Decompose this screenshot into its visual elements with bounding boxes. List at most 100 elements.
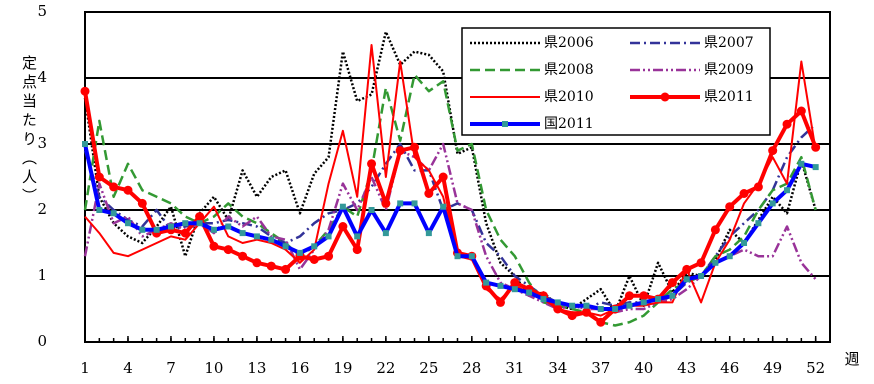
point-marker	[725, 202, 735, 212]
point-marker	[225, 223, 232, 230]
point-marker	[526, 289, 533, 296]
point-marker	[639, 291, 649, 301]
point-marker	[581, 307, 591, 317]
point-marker	[468, 253, 475, 260]
legend-label: 県2010	[544, 89, 594, 105]
point-marker	[553, 304, 563, 314]
point-marker	[497, 282, 504, 289]
point-marker	[683, 276, 690, 283]
point-marker	[167, 223, 174, 230]
point-marker	[395, 146, 405, 156]
point-marker	[196, 220, 203, 227]
point-marker	[139, 226, 146, 233]
point-marker	[82, 141, 88, 147]
point-marker	[811, 142, 821, 152]
point-marker	[137, 198, 147, 208]
point-marker	[381, 198, 391, 208]
point-marker	[554, 299, 561, 306]
point-marker	[495, 297, 505, 307]
point-marker	[96, 207, 103, 213]
legend-box	[461, 27, 771, 136]
x-tick-label: 37	[591, 359, 610, 377]
point-marker	[354, 233, 361, 240]
x-tick-label: 16	[290, 359, 309, 377]
point-marker	[741, 240, 748, 246]
series-line	[83, 143, 817, 311]
point-marker	[338, 222, 348, 231]
point-marker	[311, 243, 318, 250]
point-marker	[626, 302, 633, 309]
x-tick-label: 25	[419, 359, 438, 377]
y-tick-label: 2	[37, 200, 47, 218]
point-marker	[540, 296, 547, 303]
x-tick-label: 43	[677, 359, 696, 377]
x-tick-label: 10	[204, 359, 223, 377]
x-tick-label: 22	[376, 359, 395, 377]
y-tick-label: 0	[37, 332, 47, 350]
legend-label: 県2006	[544, 35, 594, 51]
x-tick-label: 46	[720, 359, 739, 377]
point-marker	[124, 220, 131, 227]
point-marker	[753, 182, 763, 192]
point-marker	[411, 200, 418, 207]
point-marker	[597, 306, 604, 312]
point-marker	[798, 160, 805, 167]
point-marker	[253, 233, 260, 240]
point-marker	[239, 230, 246, 237]
point-marker	[796, 106, 806, 116]
point-marker	[583, 302, 590, 309]
legend-label: 国2011	[544, 116, 594, 132]
point-marker	[755, 220, 762, 227]
point-marker	[339, 203, 346, 210]
point-marker	[712, 259, 719, 266]
x-tick-label: 34	[548, 359, 567, 377]
point-marker	[710, 225, 720, 235]
x-tick-label: 28	[462, 359, 481, 377]
point-marker	[454, 253, 461, 260]
point-marker	[80, 86, 90, 96]
y-tick-label: 4	[37, 68, 47, 86]
point-marker	[569, 302, 576, 309]
point-marker	[153, 226, 160, 233]
x-tick-label: 13	[247, 359, 266, 377]
point-marker	[180, 228, 190, 238]
point-marker	[266, 261, 276, 271]
point-marker	[696, 258, 706, 268]
point-marker	[210, 226, 217, 233]
y-tick-label: 1	[37, 266, 47, 284]
point-marker	[397, 200, 404, 207]
point-marker	[110, 210, 117, 217]
series-line	[83, 142, 817, 314]
legend-label: 県2007	[704, 35, 754, 51]
point-marker	[510, 278, 520, 288]
x-tick-label: 31	[505, 359, 524, 377]
point-marker	[296, 249, 303, 256]
point-marker	[812, 164, 819, 171]
point-marker	[438, 172, 448, 182]
x-tick-label: 4	[123, 359, 133, 377]
point-marker	[769, 200, 776, 207]
point-marker	[282, 243, 289, 250]
point-marker	[612, 306, 619, 312]
point-marker	[698, 273, 705, 279]
point-marker	[726, 253, 733, 260]
point-marker	[567, 311, 577, 321]
point-marker	[252, 258, 262, 268]
point-marker	[382, 230, 389, 237]
y-tick-label: 3	[37, 134, 47, 152]
x-tick-label: 52	[806, 359, 825, 377]
point-marker	[669, 292, 676, 299]
point-marker	[425, 230, 432, 237]
point-marker	[655, 296, 662, 303]
point-marker	[424, 189, 434, 198]
point-marker	[782, 119, 792, 129]
point-marker	[640, 299, 647, 306]
point-marker	[325, 233, 332, 240]
legend-label: 県2009	[704, 62, 754, 78]
x-tick-label: 19	[333, 359, 352, 377]
point-marker	[483, 279, 490, 286]
legend-label: 県2008	[544, 62, 594, 78]
point-marker	[123, 185, 133, 195]
point-marker	[238, 251, 248, 261]
